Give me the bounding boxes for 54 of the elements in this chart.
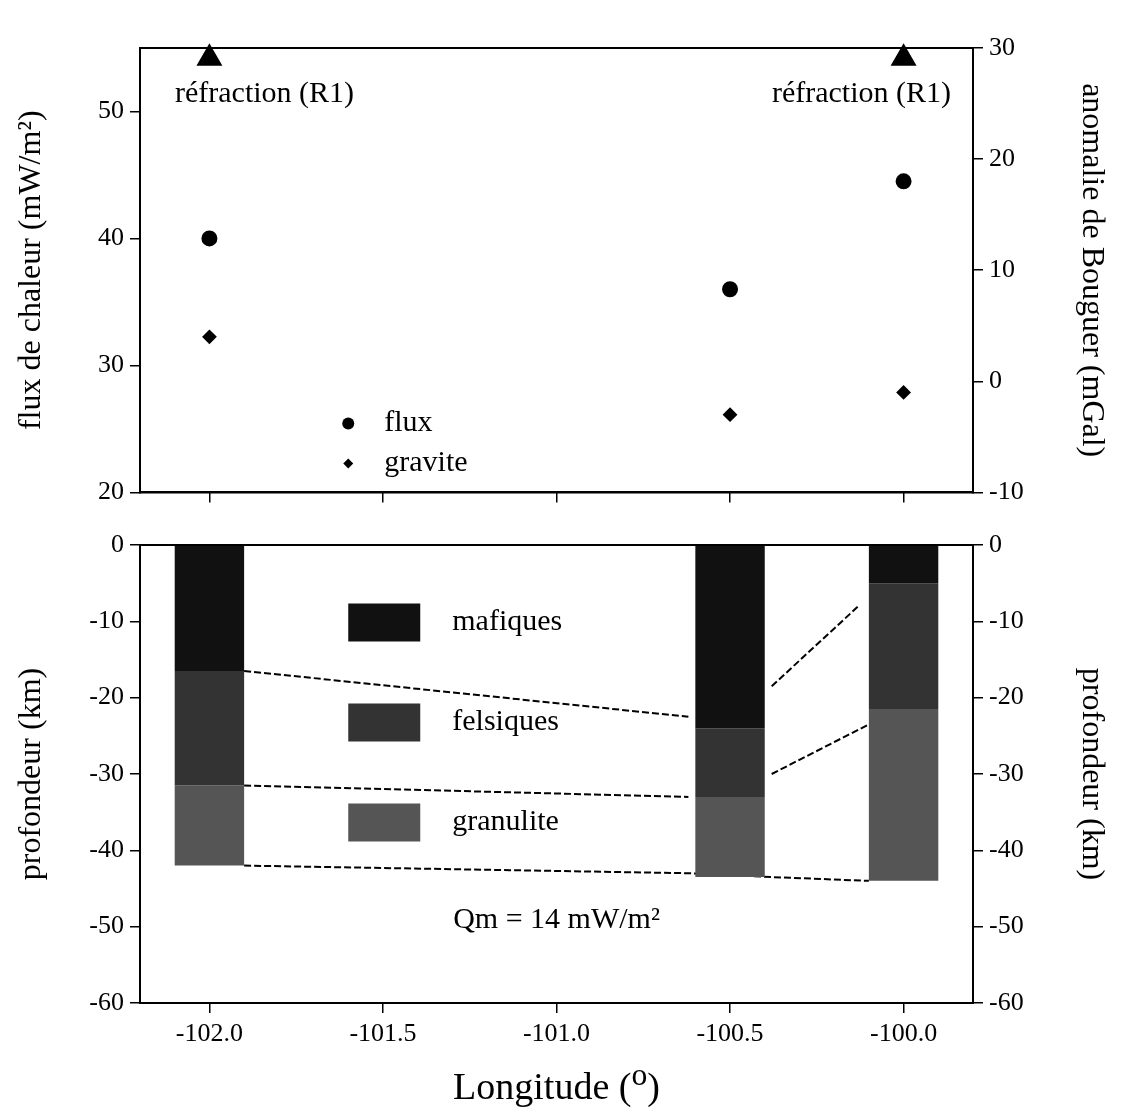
bar xyxy=(174,670,245,786)
bar xyxy=(174,785,245,866)
x-axis-title: Longitude ($^{o}$) xyxy=(452,1056,661,1108)
y2-tick-label: -30 xyxy=(989,757,1024,787)
y2-tick-label: -40 xyxy=(989,834,1024,864)
point xyxy=(896,385,911,400)
x-tick-label: -101.0 xyxy=(522,1018,591,1048)
legend-label: gravite xyxy=(384,444,468,478)
x-tick-label: -100.0 xyxy=(870,1018,938,1048)
y-axis-title: profondeur (km) xyxy=(10,667,47,881)
bar xyxy=(695,796,765,878)
y2-tick-label: 30 xyxy=(989,31,1015,61)
y-tick-label: -30 xyxy=(89,757,124,787)
bar xyxy=(868,545,939,584)
legend-label: granulite xyxy=(452,803,559,837)
bar xyxy=(868,709,939,881)
y-tick-label: 50 xyxy=(98,95,124,125)
legend-label: mafiques xyxy=(452,603,563,637)
y-tick-label: 40 xyxy=(98,222,124,252)
y-tick-label: -10 xyxy=(89,605,124,635)
y-tick-label: 0 xyxy=(111,528,124,558)
legend-label: felsiques xyxy=(452,703,559,737)
bar xyxy=(868,583,939,710)
y-axis-title: flux de chaleur (mW/m²) xyxy=(10,110,47,431)
x-tick-label: -101.5 xyxy=(349,1018,417,1048)
point xyxy=(202,329,217,344)
y2-tick-label: 0 xyxy=(989,365,1002,395)
x-tick-label: -102.0 xyxy=(175,1018,243,1048)
point xyxy=(723,407,738,422)
y-tick-label: -20 xyxy=(89,681,124,711)
annotation: réfraction (R1) xyxy=(771,74,951,109)
y2-tick-label: -50 xyxy=(989,910,1024,940)
y2-axis-title: anomalie de Bouguer (mGal) xyxy=(1076,83,1113,458)
bar xyxy=(695,545,765,729)
y-tick-label: -50 xyxy=(89,910,124,940)
y-tick-label: -40 xyxy=(89,834,124,864)
y-tick-label: 20 xyxy=(98,476,124,506)
y-tick-label: -60 xyxy=(89,986,124,1016)
y2-tick-label: 0 xyxy=(989,528,1002,558)
y2-tick-label: -10 xyxy=(989,476,1024,506)
y2-tick-label: 10 xyxy=(989,254,1015,284)
annotation: réfraction (R1) xyxy=(175,74,355,109)
y2-tick-label: -60 xyxy=(989,986,1024,1016)
annotation: Qm = 14 mW/m² xyxy=(453,901,660,935)
legend-label: flux xyxy=(384,404,433,438)
y-tick-label: 30 xyxy=(98,349,124,379)
x-tick-label: -100.5 xyxy=(696,1018,764,1048)
bar xyxy=(695,728,765,797)
y2-tick-label: -10 xyxy=(989,605,1024,635)
bar xyxy=(174,545,245,671)
y2-tick-label: 20 xyxy=(989,142,1015,172)
y2-axis-title: profondeur (km) xyxy=(1076,667,1113,881)
line-series xyxy=(243,864,870,882)
y2-tick-label: -20 xyxy=(989,681,1024,711)
